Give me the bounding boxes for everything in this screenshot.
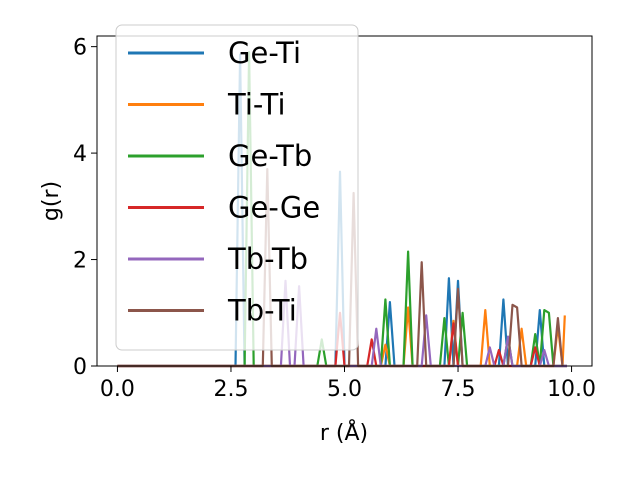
y-tick-label: 4 (73, 142, 87, 167)
x-tick-label: 0.0 (100, 377, 135, 402)
y-axis-label: g(r) (39, 181, 64, 221)
y-tick-label: 6 (73, 36, 87, 61)
x-axis-label: r (Å) (320, 419, 368, 446)
ticks-layer: 0.0 2.5 5.0 7.5 10.0 0 2 4 6 (73, 36, 596, 402)
x-tick-label: 7.5 (441, 377, 476, 402)
legend-label-ge-ge: Ge-Ge (228, 191, 320, 225)
x-tick-label: 2.5 (213, 377, 248, 402)
legend-label-tb-ti: Tb-Ti (227, 294, 297, 328)
x-tick-label: 5.0 (327, 377, 362, 402)
legend: Ge-Ti Ti-Ti Ge-Tb Ge-Ge Tb-Tb Tb-Ti (115, 24, 359, 351)
x-tick-label: 10.0 (547, 377, 596, 402)
y-tick-label: 2 (73, 249, 87, 274)
y-tick-label: 0 (73, 355, 87, 380)
legend-label-tb-tb: Tb-Tb (227, 242, 308, 276)
legend-label-ti-ti: Ti-Ti (227, 88, 286, 122)
legend-box (115, 24, 359, 351)
legend-label-ge-ti: Ge-Ti (228, 36, 301, 70)
legend-label-ge-tb: Ge-Tb (228, 139, 312, 173)
